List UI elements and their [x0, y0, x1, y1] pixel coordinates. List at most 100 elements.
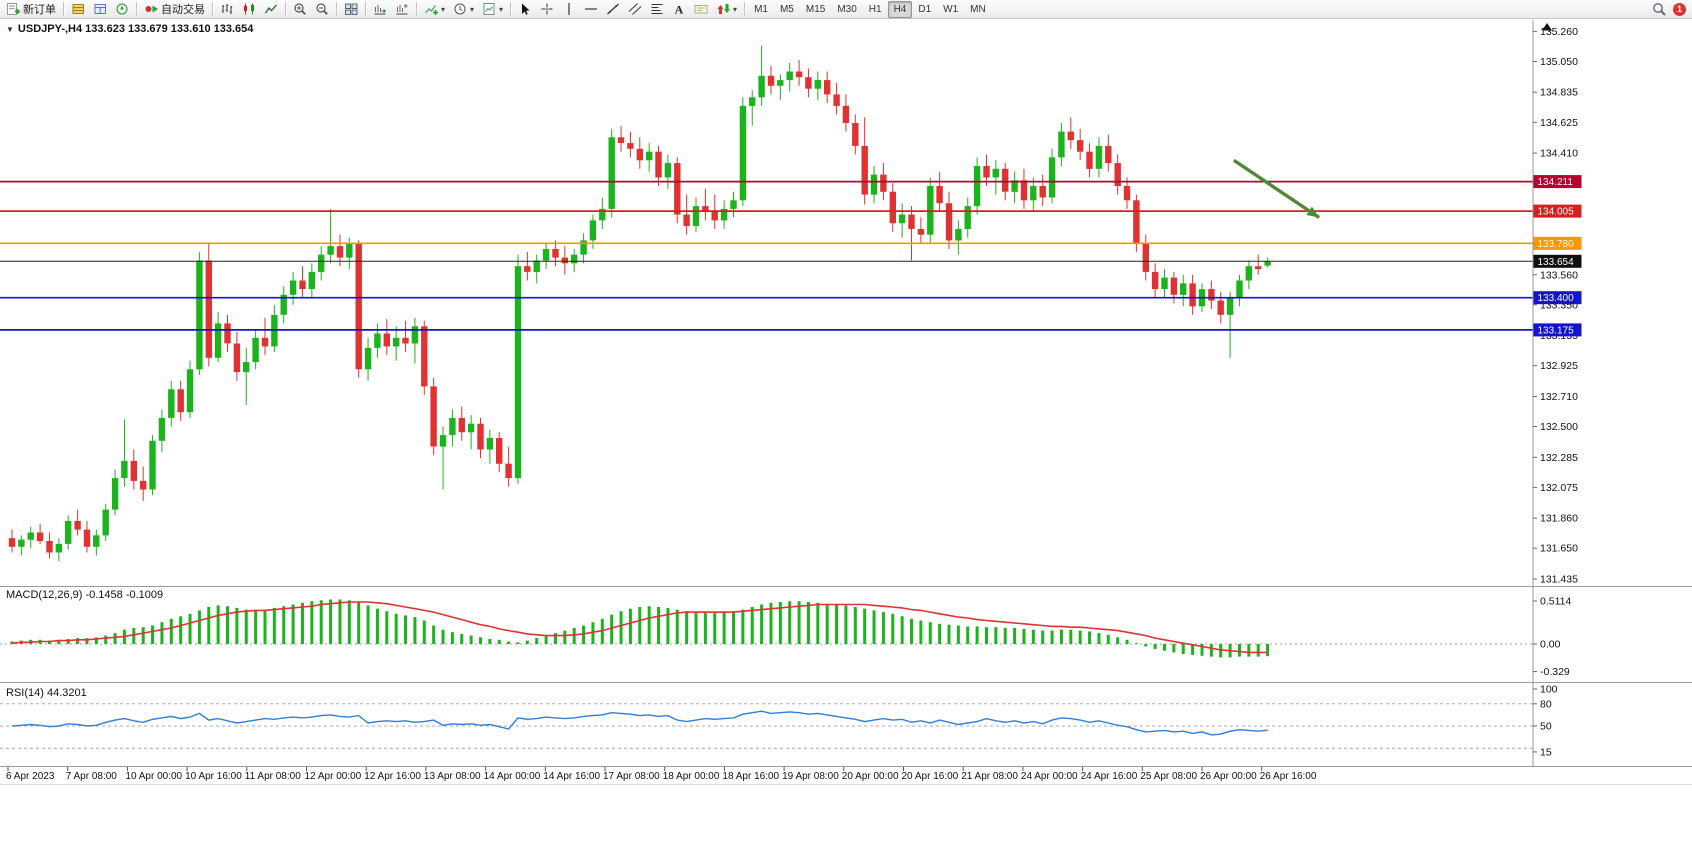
text-label-button[interactable] [690, 0, 712, 19]
candle-body [411, 326, 419, 344]
market-icon [72, 4, 84, 14]
candle-body [186, 369, 194, 413]
time-axis-label: 21 Apr 08:00 [961, 771, 1018, 782]
text-button[interactable]: A [668, 0, 690, 19]
candle-body [1123, 186, 1131, 201]
candle-body [552, 249, 559, 258]
toolbar-separator [285, 2, 286, 16]
new-order-button[interactable]: 新订单 [2, 0, 60, 19]
time-axis-label: 19 Apr 08:00 [782, 771, 839, 782]
arrow-objects-button[interactable]: ▾ [712, 0, 741, 19]
vertical-line-button[interactable] [558, 0, 580, 19]
candle-body [711, 211, 718, 221]
fibonacci-retracement-button[interactable] [646, 0, 668, 19]
line-chart-mode-button[interactable] [260, 0, 282, 19]
timeframe-m30-button[interactable]: M30 [837, 3, 857, 15]
notification-badge[interactable]: 1 [1673, 2, 1686, 16]
candle-body [1105, 145, 1112, 164]
toolbar-separator [336, 2, 337, 16]
candle-body [1067, 131, 1074, 141]
price-axis-label: 131.860 [1540, 513, 1578, 525]
templates-button[interactable]: ▾ [478, 0, 507, 19]
candle-body [430, 386, 437, 447]
auto-scroll-button[interactable] [369, 0, 391, 19]
timeframe-h4-button[interactable]: H4 [887, 0, 913, 18]
candle-body [346, 243, 353, 258]
time-axis-label: 24 Apr 00:00 [1021, 771, 1078, 782]
navigator-button[interactable] [111, 0, 133, 19]
candle-body [1058, 131, 1065, 158]
toolbar-separator [365, 2, 366, 16]
candle-body [599, 208, 606, 221]
timeframe-m15-button[interactable]: M15 [805, 3, 826, 15]
time-axis-label: 14 Apr 16:00 [543, 771, 600, 782]
autoscroll-icon [374, 5, 386, 15]
trend-arrow[interactable] [1232, 158, 1321, 219]
time-axis-label: 14 Apr 00:00 [484, 771, 541, 782]
candle-body [1095, 145, 1103, 169]
periods-button[interactable]: ▾ [449, 0, 478, 19]
candle-body [608, 137, 615, 209]
price-line-value-text: 133.780 [1538, 239, 1575, 250]
candle-body [36, 532, 44, 542]
candle-body [336, 246, 344, 258]
zoom-in-button[interactable] [289, 0, 311, 19]
candle-chart-mode-button[interactable] [238, 0, 260, 19]
tile-icon [345, 3, 358, 15]
candle-body [514, 266, 522, 479]
chart-shift-button[interactable] [391, 0, 413, 19]
price-line-value-badge [1533, 254, 1582, 268]
data-window-button[interactable] [89, 0, 111, 19]
price-axis-label: 132.710 [1540, 391, 1578, 403]
candle-body [477, 423, 484, 450]
indicators-list-button[interactable]: ▾ [420, 0, 449, 19]
axis-scroll-up-icon[interactable] [1542, 23, 1552, 31]
timeframe-h1-button[interactable]: H1 [868, 3, 882, 15]
candle-body [168, 389, 175, 418]
template-icon [483, 3, 495, 15]
horizontal-line-button[interactable] [580, 0, 602, 19]
candle-body [1030, 186, 1037, 201]
timeframe-m5-button[interactable]: M5 [779, 3, 794, 15]
equidistant-channel-button[interactable] [624, 0, 646, 19]
candle-body [805, 77, 812, 89]
candle-body [1245, 266, 1252, 281]
timeframe-m1-button[interactable]: M1 [754, 3, 768, 15]
bar-chart-mode-button[interactable] [216, 0, 238, 19]
candle-body [889, 191, 896, 224]
timeframe-w1-button[interactable]: W1 [943, 3, 959, 15]
candle-body [1170, 277, 1178, 295]
candle-body [8, 538, 16, 547]
market-watch-button[interactable] [67, 0, 89, 19]
chevron-down-icon: ▾ [441, 4, 446, 14]
rsi-panel: 100 80 50 15 [0, 684, 1558, 758]
tile-windows-button[interactable] [340, 0, 362, 19]
crosshair-button[interactable] [536, 0, 558, 19]
auto-trading-button[interactable]: 自动交易 [140, 0, 209, 19]
timeframe-d1-button[interactable]: D1 [918, 3, 932, 15]
zoom-out-button[interactable] [311, 0, 333, 19]
candle-body [318, 254, 325, 272]
candle-body [739, 105, 747, 201]
macd-panel: 0.5114 0.00 -0.329 [0, 596, 1571, 678]
candle-body [1114, 163, 1121, 186]
candle-body [1189, 283, 1196, 307]
candle-body [674, 163, 681, 215]
time-axis-label: 12 Apr 00:00 [305, 771, 362, 782]
candle-body [1077, 140, 1084, 152]
search-button[interactable] [1648, 0, 1670, 19]
time-axis-label: 6 Apr 2023 [6, 771, 55, 782]
chart-symbol-collapse-icon[interactable]: ▼ [6, 24, 14, 34]
candle-body [280, 294, 287, 315]
chevron-down-icon: ▾ [470, 4, 475, 14]
candle-body [524, 266, 531, 272]
candle-body [898, 214, 906, 224]
candle-body [1264, 261, 1271, 266]
cursor-button[interactable] [514, 0, 536, 19]
macd-axis-label: 0.5114 [1540, 596, 1571, 608]
candle-body [486, 438, 494, 450]
timeframe-mn-button[interactable]: MN [970, 3, 986, 15]
toolbar-separator [63, 2, 64, 16]
trendline-button[interactable] [602, 0, 624, 19]
